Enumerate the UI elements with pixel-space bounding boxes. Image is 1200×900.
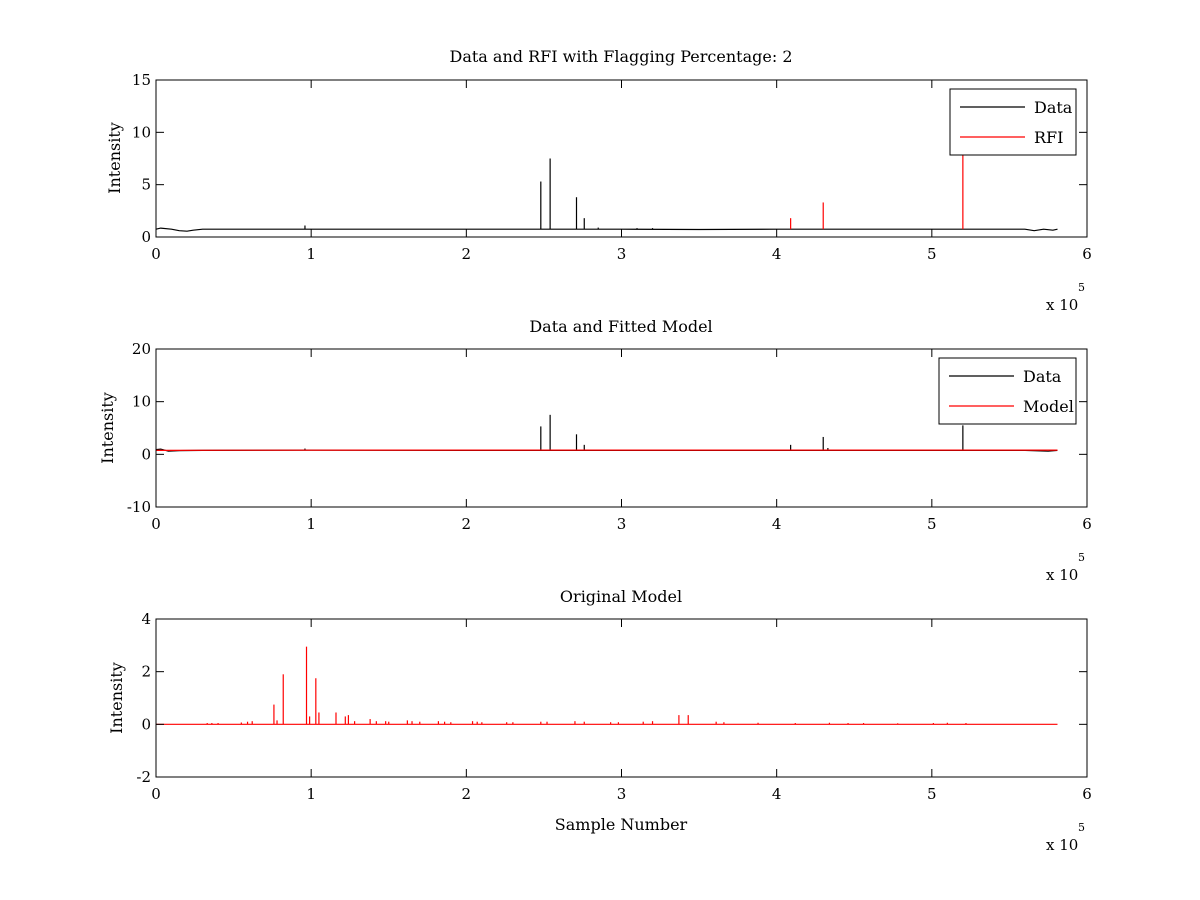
subplot-3-ylabel: Intensity [107,662,126,734]
subplot-1-xtick-label: 1 [306,245,316,263]
subplot-3-xtick-label: 3 [617,785,627,803]
subplot-3-x-multiplier: x 10 [1046,836,1078,854]
subplot-3-series-1 [156,646,1058,725]
subplot-2-ytick-label: 0 [141,445,151,463]
subplot-2-xtick-label: 6 [1082,515,1092,533]
subplot-1-ytick-label: 0 [141,228,151,246]
subplot-2-ytick-label: 10 [132,393,151,411]
subplot-1-legend-box [949,88,1077,156]
subplot-1-ytick-label: 15 [132,71,151,89]
subplot-2-ylabel: Intensity [98,392,117,464]
subplot-3-ytick-label: -2 [136,768,151,786]
subplot-1-title: Data and RFI with Flagging Percentage: 2 [449,47,792,66]
subplot-3-xtick-label: 4 [772,785,782,803]
subplot-2-x-multiplier-exponent: 5 [1078,551,1085,564]
subplot-1-x-multiplier: x 10 [1046,296,1078,314]
subplot-2-title: Data and Fitted Model [529,317,712,336]
subplot-3-xlabel: Sample Number [555,815,688,834]
subplot-1-xtick-label: 3 [617,245,627,263]
subplot-data-and-rfi: Data and RFI with Flagging Percentage: 2… [105,47,1092,314]
subplot-2-xtick-label: 4 [772,515,782,533]
subplot-1-legend-label: Data [1034,98,1073,117]
subplot-1-ylabel: Intensity [105,122,124,194]
subplot-2-xtick-label: 1 [306,515,316,533]
subplot-1-xtick-label: 5 [927,245,937,263]
subplot-2-legend-box [938,357,1077,425]
subplot-3-xtick-label: 0 [151,785,161,803]
subplot-1-x-multiplier-exponent: 5 [1078,281,1085,294]
subplot-2-xtick-label: 2 [462,515,472,533]
subplot-2-ytick-label: -10 [127,498,151,516]
subplot-3-ytick-label: 4 [141,610,151,628]
subplot-2-xtick-label: 3 [617,515,627,533]
subplot-3-title: Original Model [560,587,682,606]
subplot-2-legend-label: Model [1023,397,1074,416]
subplot-original-model: Original Model Intensity Sample Number x… [107,587,1092,854]
subplot-1-legend-label: RFI [1034,128,1063,147]
subplot-1-xtick-label: 6 [1082,245,1092,263]
subplot-1-series-2 [790,151,964,230]
subplot-3-xtick-label: 1 [306,785,316,803]
subplot-1-xtick-label: 2 [462,245,472,263]
subplot-2-legend-label: Data [1023,367,1062,386]
subplot-3-ytick-label: 2 [141,663,151,681]
subplot-2-xtick-label: 5 [927,515,937,533]
subplot-1-ytick-label: 10 [132,123,151,141]
subplot-2-ytick-label: 20 [132,340,151,358]
subplot-3-xtick-label: 2 [462,785,472,803]
subplot-data-and-fitted-model: Data and Fitted Model Intensity x 10 5 0… [98,317,1092,584]
subplot-1-xtick-label: 4 [772,245,782,263]
subplot-3-xtick-label: 6 [1082,785,1092,803]
subplot-2-x-multiplier: x 10 [1046,566,1078,584]
subplot-1-legend: Data RFI [949,88,1077,156]
subplot-1-xtick-label: 0 [151,245,161,263]
subplot-3-xtick-label: 5 [927,785,937,803]
subplot-1-ytick-label: 5 [141,176,151,194]
subplot-3-x-multiplier-exponent: 5 [1078,821,1085,834]
subplot-2-legend: Data Model [938,357,1077,425]
subplot-3-ytick-label: 0 [141,715,151,733]
subplot-2-xtick-label: 0 [151,515,161,533]
